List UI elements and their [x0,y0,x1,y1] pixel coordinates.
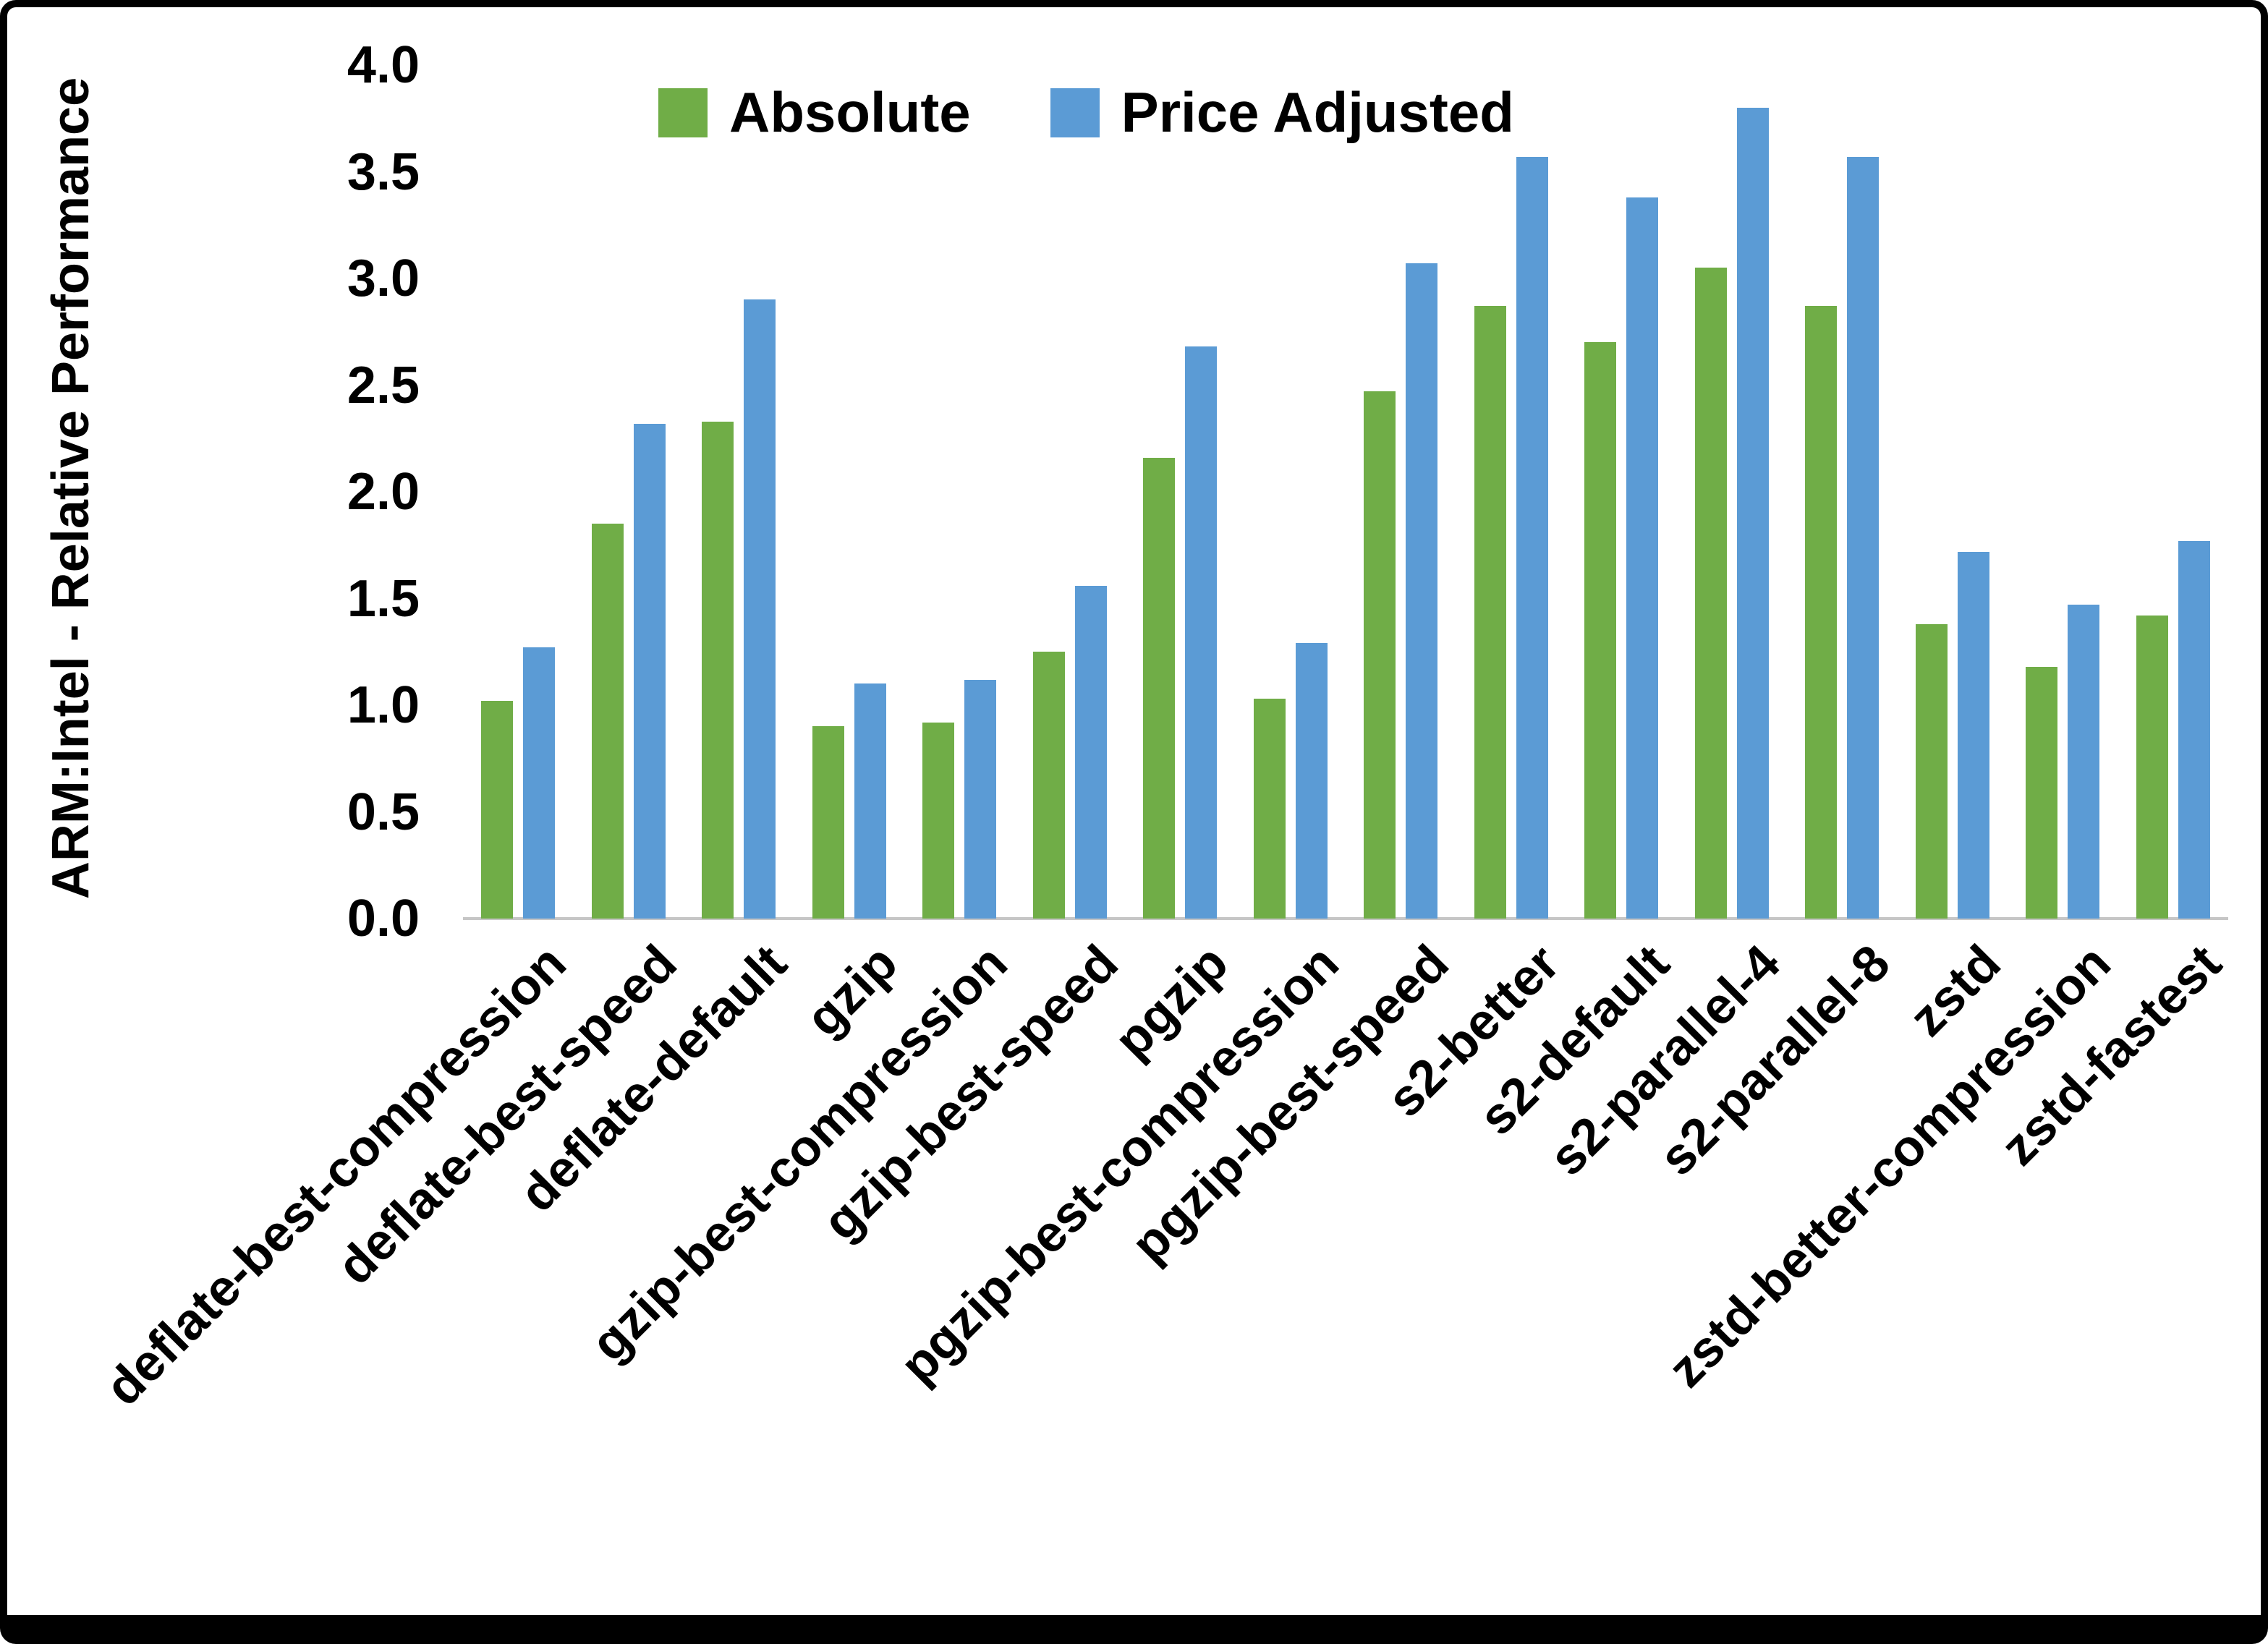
legend-swatch-price-adjusted-icon [1050,88,1100,137]
bar-price-adjusted-zstd-better-compression [2068,605,2099,919]
bar-absolute-s2-parallel-8 [1805,306,1837,919]
legend-label-price-adjusted: Price Adjusted [1121,80,1514,144]
bar-absolute-pgzip-best-speed [1364,391,1396,919]
bar-absolute-zstd-fastest [2136,616,2168,919]
plot-figure: ARM:Intel - Relative Performance Absolut… [7,7,2261,1615]
legend-swatch-absolute-icon [658,88,708,137]
bar-absolute-deflate-default [702,422,734,919]
bar-price-adjusted-s2-better [1516,157,1548,919]
legend-item-price-adjusted: Price Adjusted [1050,80,1514,145]
y-tick-label: 3.5 [347,142,420,201]
bar-price-adjusted-pgzip-best-speed [1406,263,1437,919]
bar-absolute-zstd [1916,624,1948,919]
bar-absolute-s2-better [1474,306,1506,919]
bar-absolute-s2-parallel-4 [1695,268,1727,919]
bar-absolute-deflate-best-compression [481,701,513,919]
bar-price-adjusted-s2-default [1626,197,1658,919]
legend-label-absolute: Absolute [729,80,971,144]
bar-price-adjusted-deflate-best-compression [523,647,555,919]
bar-price-adjusted-gzip [854,683,886,919]
bar-absolute-zstd-better-compression [2026,667,2057,919]
y-tick-label: 0.5 [347,783,420,841]
y-tick-label: 4.0 [347,36,420,94]
bar-price-adjusted-s2-parallel-4 [1737,108,1769,919]
y-tick-label: 1.5 [347,569,420,628]
bar-absolute-gzip [812,726,844,919]
bar-price-adjusted-pgzip [1185,346,1217,919]
bar-price-adjusted-s2-parallel-8 [1847,157,1879,919]
bar-absolute-pgzip-best-compression [1254,699,1286,919]
bar-price-adjusted-pgzip-best-compression [1296,643,1328,919]
bar-price-adjusted-gzip-best-compression [964,680,996,919]
bar-absolute-deflate-best-speed [592,524,624,919]
y-tick-label: 2.5 [347,356,420,414]
bar-price-adjusted-zstd-fastest [2178,541,2210,919]
y-tick-label: 2.0 [347,463,420,521]
bar-price-adjusted-zstd [1958,552,1989,919]
bar-absolute-pgzip [1143,458,1175,919]
bar-price-adjusted-deflate-best-speed [634,424,666,919]
bar-price-adjusted-deflate-default [744,299,776,919]
y-tick-label: 3.0 [347,250,420,307]
x-axis-line [463,917,2228,920]
bar-absolute-gzip-best-speed [1033,652,1065,919]
y-tick-label: 1.0 [347,676,420,734]
bar-price-adjusted-gzip-best-speed [1075,586,1107,919]
bar-absolute-s2-default [1584,342,1616,919]
y-axis-title: ARM:Intel - Relative Performance [42,77,100,900]
legend-item-absolute: Absolute [658,80,971,145]
legend: Absolute Price Adjusted [658,80,1514,145]
x-tick-label-deflate-best-compression: deflate-best-compression [94,934,577,1417]
y-tick-label: 0.0 [347,890,420,947]
bar-absolute-gzip-best-compression [922,723,954,919]
